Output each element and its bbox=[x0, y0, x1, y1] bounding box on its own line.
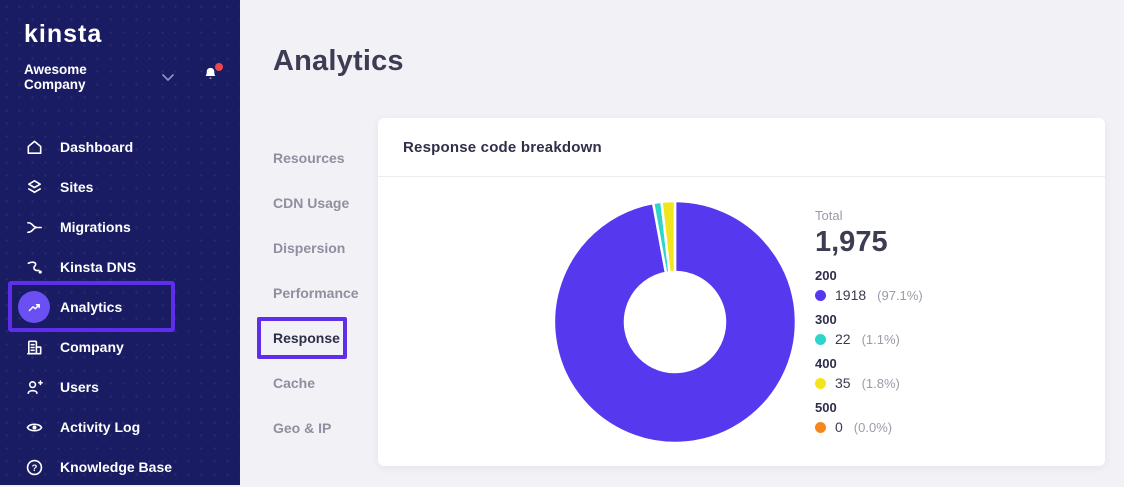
subnav-item-cdn-usage[interactable]: CDN Usage bbox=[273, 180, 378, 225]
home-icon bbox=[24, 137, 44, 157]
trend-up-icon bbox=[28, 303, 40, 311]
legend-percent: (0.0%) bbox=[853, 419, 893, 435]
sidebar-item-label: Kinsta DNS bbox=[60, 259, 137, 275]
sidebar-item-dashboard[interactable]: Dashboard bbox=[0, 127, 240, 167]
sidebar-item-migrations[interactable]: Migrations bbox=[0, 207, 240, 247]
subnav-item-response[interactable]: Response bbox=[257, 315, 378, 360]
subnav-item-dispersion[interactable]: Dispersion bbox=[273, 225, 378, 270]
route-icon bbox=[24, 257, 44, 277]
help-circle-icon: ? bbox=[24, 457, 44, 477]
sidebar-item-label: Company bbox=[60, 339, 124, 355]
subnav-item-geo-ip[interactable]: Geo & IP bbox=[273, 405, 378, 450]
legend-code: 400 bbox=[815, 356, 837, 371]
layers-icon bbox=[24, 177, 44, 197]
legend-value: 22 bbox=[835, 331, 851, 347]
notification-dot bbox=[215, 63, 223, 71]
subnav-item-resources[interactable]: Resources bbox=[273, 135, 378, 180]
sidebar-item-label: Knowledge Base bbox=[60, 459, 173, 475]
legend-item-400: 400 35 (1.8%) bbox=[815, 356, 1105, 391]
building-icon bbox=[24, 337, 44, 357]
sidebar-item-kinsta-dns[interactable]: Kinsta DNS bbox=[0, 247, 240, 287]
chart-legend: Total 1,975 200 1918 (97.1%) 300 bbox=[815, 208, 1105, 435]
legend-dot-400 bbox=[815, 377, 826, 389]
sidebar-item-sites[interactable]: Sites bbox=[0, 167, 240, 207]
legend-item-300: 300 22 (1.1%) bbox=[815, 312, 1105, 347]
legend-dot-300 bbox=[815, 333, 826, 345]
card-header: Response code breakdown bbox=[378, 118, 1105, 177]
legend-value: 35 bbox=[835, 375, 851, 391]
analytics-subnav: Resources CDN Usage Dispersion Performan… bbox=[257, 135, 378, 450]
legend-code: 500 bbox=[815, 400, 837, 415]
kinsta-logo: kinsta bbox=[24, 20, 103, 48]
legend-value: 0 bbox=[835, 419, 843, 435]
sidebar-item-label: Dashboard bbox=[60, 139, 134, 155]
sidebar-item-label: Users bbox=[60, 379, 99, 395]
subnav-label: Dispersion bbox=[273, 239, 346, 256]
legend-item-200: 200 1918 (97.1%) bbox=[815, 268, 1105, 303]
legend-percent: (1.8%) bbox=[861, 375, 900, 391]
subnav-item-cache[interactable]: Cache bbox=[273, 360, 378, 405]
subnav-label: Geo & IP bbox=[273, 419, 332, 436]
sidebar-item-label: Migrations bbox=[60, 219, 131, 235]
legend-code: 300 bbox=[815, 312, 837, 327]
notification-bell-icon[interactable] bbox=[201, 63, 223, 89]
merge-icon bbox=[24, 217, 44, 237]
sidebar-item-label: Activity Log bbox=[60, 419, 141, 435]
card-title: Response code breakdown bbox=[403, 138, 602, 156]
legend-dot-500 bbox=[815, 421, 826, 433]
sidebar-item-users[interactable]: Users bbox=[0, 367, 240, 407]
sidebar-nav: Dashboard Sites Migrations Kinsta DNS bbox=[0, 127, 240, 487]
legend-percent: (1.1%) bbox=[861, 331, 900, 347]
response-code-card: Response code breakdown Total 1,975 200 … bbox=[378, 118, 1105, 466]
main-content: Analytics Resources CDN Usage Dispersion… bbox=[240, 0, 1124, 485]
sidebar-item-analytics[interactable]: Analytics bbox=[0, 281, 240, 332]
sidebar: kinsta Awesome Company Dashboard Sites bbox=[0, 0, 240, 485]
sidebar-item-activity-log[interactable]: Activity Log bbox=[0, 407, 240, 447]
sidebar-item-label: Sites bbox=[60, 179, 94, 195]
analytics-icon-circle bbox=[18, 291, 50, 323]
svg-text:?: ? bbox=[31, 462, 37, 473]
sidebar-item-company[interactable]: Company bbox=[0, 327, 240, 367]
total-value: 1,975 bbox=[815, 226, 888, 258]
donut-slice-200[interactable] bbox=[552, 199, 798, 444]
subnav-label: Resources bbox=[273, 149, 345, 166]
subnav-label: CDN Usage bbox=[273, 194, 350, 211]
legend-item-500: 500 0 (0.0%) bbox=[815, 400, 1105, 435]
page-title: Analytics bbox=[273, 45, 404, 77]
legend-code: 200 bbox=[815, 268, 837, 283]
legend-dot-200 bbox=[815, 289, 826, 301]
legend-percent: (97.1%) bbox=[877, 287, 923, 303]
eye-icon bbox=[24, 417, 44, 437]
company-selector[interactable]: Awesome Company bbox=[24, 62, 223, 92]
sidebar-item-knowledge-base[interactable]: ? Knowledge Base bbox=[0, 447, 240, 487]
legend-value: 1918 bbox=[835, 287, 867, 303]
subnav-item-performance[interactable]: Performance bbox=[273, 270, 378, 315]
user-plus-icon bbox=[24, 377, 44, 397]
subnav-label: Performance bbox=[273, 284, 359, 301]
total-label: Total bbox=[815, 208, 843, 223]
donut-slice-400[interactable] bbox=[660, 199, 677, 274]
donut-chart[interactable] bbox=[550, 197, 800, 447]
card-body: Total 1,975 200 1918 (97.1%) 300 bbox=[378, 177, 1105, 466]
subnav-label: Cache bbox=[273, 374, 316, 391]
subnav-label: Response bbox=[273, 329, 340, 346]
company-name: Awesome Company bbox=[24, 62, 87, 92]
chevron-down-icon[interactable] bbox=[161, 73, 175, 82]
sidebar-item-label: Analytics bbox=[60, 299, 123, 315]
